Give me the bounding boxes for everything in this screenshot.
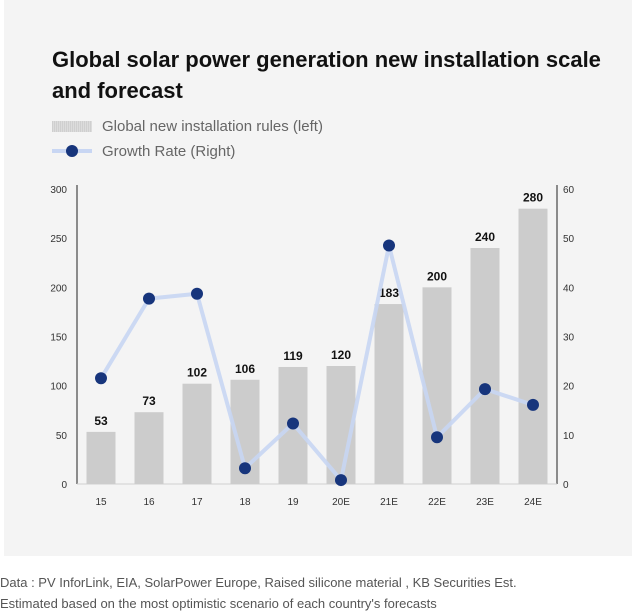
- growth-rate-point: [335, 474, 347, 487]
- bar: [182, 383, 212, 484]
- y-left-tick-label: 200: [50, 283, 67, 294]
- y-right-tick-label: 40: [563, 283, 575, 294]
- y-left-tick-label: 0: [61, 480, 67, 491]
- y-right-tick-label: 0: [563, 480, 569, 491]
- x-tick-label: 24E: [524, 497, 542, 508]
- growth-rate-point: [383, 239, 395, 252]
- footer-note: Estimated based on the most optimistic s…: [0, 596, 437, 611]
- bar-data-label: 73: [142, 394, 156, 408]
- bar-data-label: 120: [331, 348, 351, 362]
- bar-data-label: 119: [283, 349, 303, 363]
- legend-item-bars: Global new installation rules (left): [52, 117, 323, 135]
- growth-rate-point: [239, 462, 251, 475]
- growth-rate-point: [527, 398, 539, 411]
- x-tick-label: 21E: [380, 497, 398, 508]
- bar: [134, 412, 164, 484]
- bar-data-label: 106: [235, 362, 255, 376]
- bar: [422, 287, 452, 484]
- x-tick-label: 22E: [428, 497, 446, 508]
- bar-data-label: 102: [187, 366, 207, 380]
- legend-swatch-bars: [52, 120, 92, 132]
- y-right-tick-label: 20: [563, 382, 575, 393]
- growth-rate-point: [479, 383, 491, 396]
- y-right-tick-label: 30: [563, 333, 575, 344]
- legend-label-bars: Global new installation rules (left): [102, 117, 323, 135]
- y-left-tick-label: 150: [50, 333, 67, 344]
- x-tick-label: 16: [143, 497, 155, 508]
- legend-swatch-growth: [52, 144, 92, 158]
- bar-data-label: 200: [427, 269, 447, 283]
- legend-label-growth: Growth Rate (Right): [102, 142, 236, 160]
- legend-item-growth: Growth Rate (Right): [52, 142, 235, 160]
- growth-rate-point: [287, 417, 299, 430]
- y-left-tick-label: 300: [50, 185, 67, 196]
- bar-data-label: 280: [523, 191, 543, 205]
- y-left-tick-label: 100: [50, 382, 67, 393]
- bar: [470, 248, 500, 484]
- y-right-tick-label: 50: [563, 234, 575, 245]
- growth-rate-point: [431, 431, 443, 444]
- growth-rate-point: [191, 287, 203, 300]
- x-tick-label: 15: [95, 497, 107, 508]
- growth-rate-point: [95, 372, 107, 385]
- bar: [518, 208, 548, 484]
- x-tick-label: 23E: [476, 497, 494, 508]
- footer-source: Data : PV InforLink, EIA, SolarPower Eur…: [0, 575, 517, 590]
- bar-data-label: 240: [475, 230, 495, 244]
- x-tick-label: 19: [287, 497, 299, 508]
- x-tick-label: 20E: [332, 497, 350, 508]
- growth-rate-point: [143, 292, 155, 305]
- y-right-tick-label: 60: [563, 185, 575, 196]
- combo-chart: 0 50 100 150 200 250 300 0 10 20 30 40 50 60 53 15 73 16 1…: [50, 185, 575, 508]
- y-right-tick-label: 10: [563, 431, 575, 442]
- x-tick-label: 18: [239, 497, 251, 508]
- y-left-tick-label: 50: [56, 431, 68, 442]
- bar-data-label: 53: [94, 414, 108, 428]
- growth-rate-line: [99, 243, 534, 483]
- bar: [374, 304, 404, 484]
- bar: [86, 431, 116, 484]
- y-left-tick-label: 250: [50, 234, 67, 245]
- x-tick-label: 17: [191, 497, 203, 508]
- bar-data-label: 183: [379, 286, 399, 300]
- chart-title: Global solar power generation new instal…: [52, 47, 601, 103]
